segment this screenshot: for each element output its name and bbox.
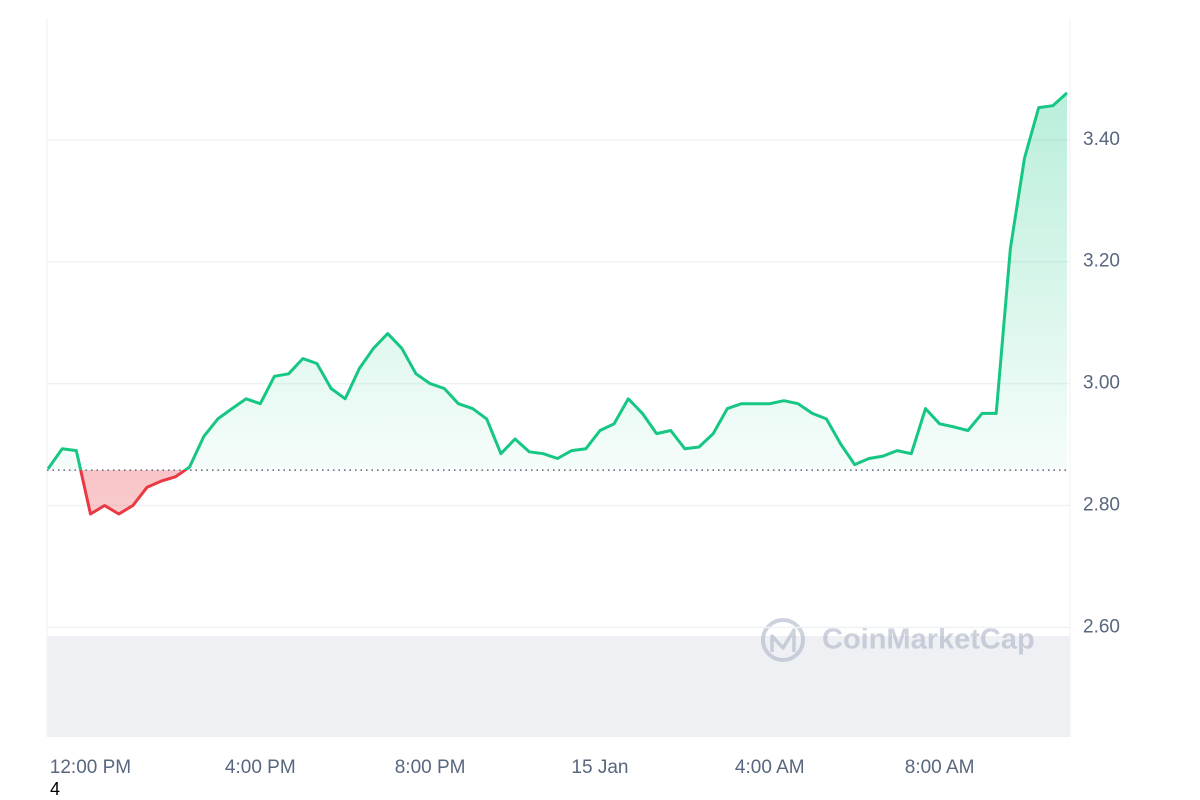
x-tick-label: 4:00 PM bbox=[225, 757, 296, 778]
y-tick-label: 3.20 bbox=[1083, 251, 1120, 272]
watermark-logo bbox=[770, 628, 796, 652]
x-tick-label: 8:00 AM bbox=[905, 757, 975, 778]
watermark-text: CoinMarketCap bbox=[822, 624, 1035, 656]
x-tick-label: 4:00 AM bbox=[735, 757, 805, 778]
y-tick-label: 2.80 bbox=[1083, 494, 1120, 515]
y-tick-label: 3.00 bbox=[1083, 373, 1120, 394]
y-tick-label: 3.40 bbox=[1083, 129, 1120, 150]
x-tick-label: 8:00 PM bbox=[395, 757, 466, 778]
x-tick-label: 12:00 PM bbox=[50, 757, 131, 778]
watermark-logo bbox=[761, 618, 805, 662]
x-tick-label: 15 Jan bbox=[571, 757, 628, 778]
volume-band bbox=[47, 636, 1070, 737]
footnote: 4 bbox=[50, 779, 60, 799]
price-line bbox=[46, 91, 1069, 516]
area bbox=[48, 92, 1067, 515]
y-tick-label: 2.60 bbox=[1083, 616, 1120, 637]
watermark: CoinMarketCap bbox=[761, 618, 1035, 662]
